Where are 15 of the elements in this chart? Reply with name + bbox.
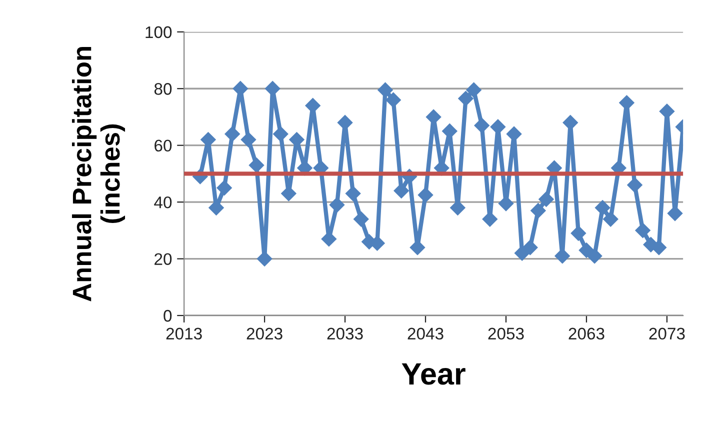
y-tick-label: 0 xyxy=(164,310,172,322)
y-tick-label: 100 xyxy=(146,26,172,38)
y-tick-label: 20 xyxy=(154,253,172,265)
x-tick-label: 2033 xyxy=(327,328,363,340)
x-tick-label: 2013 xyxy=(166,328,202,340)
x-tick-label: 2063 xyxy=(568,328,604,340)
x-tick-label: 2023 xyxy=(246,328,282,340)
y-tick-label: 80 xyxy=(154,83,172,95)
x-tick-label: 2073 xyxy=(649,328,685,340)
x-tick-label: 2043 xyxy=(408,328,444,340)
x-axis-title: Year xyxy=(402,363,466,385)
y-tick-label: 40 xyxy=(154,196,172,208)
y-axis-title: Annual Precipitation (inches) xyxy=(72,47,126,302)
y-tick-label: 60 xyxy=(154,140,172,152)
x-tick-label: 2053 xyxy=(488,328,524,340)
